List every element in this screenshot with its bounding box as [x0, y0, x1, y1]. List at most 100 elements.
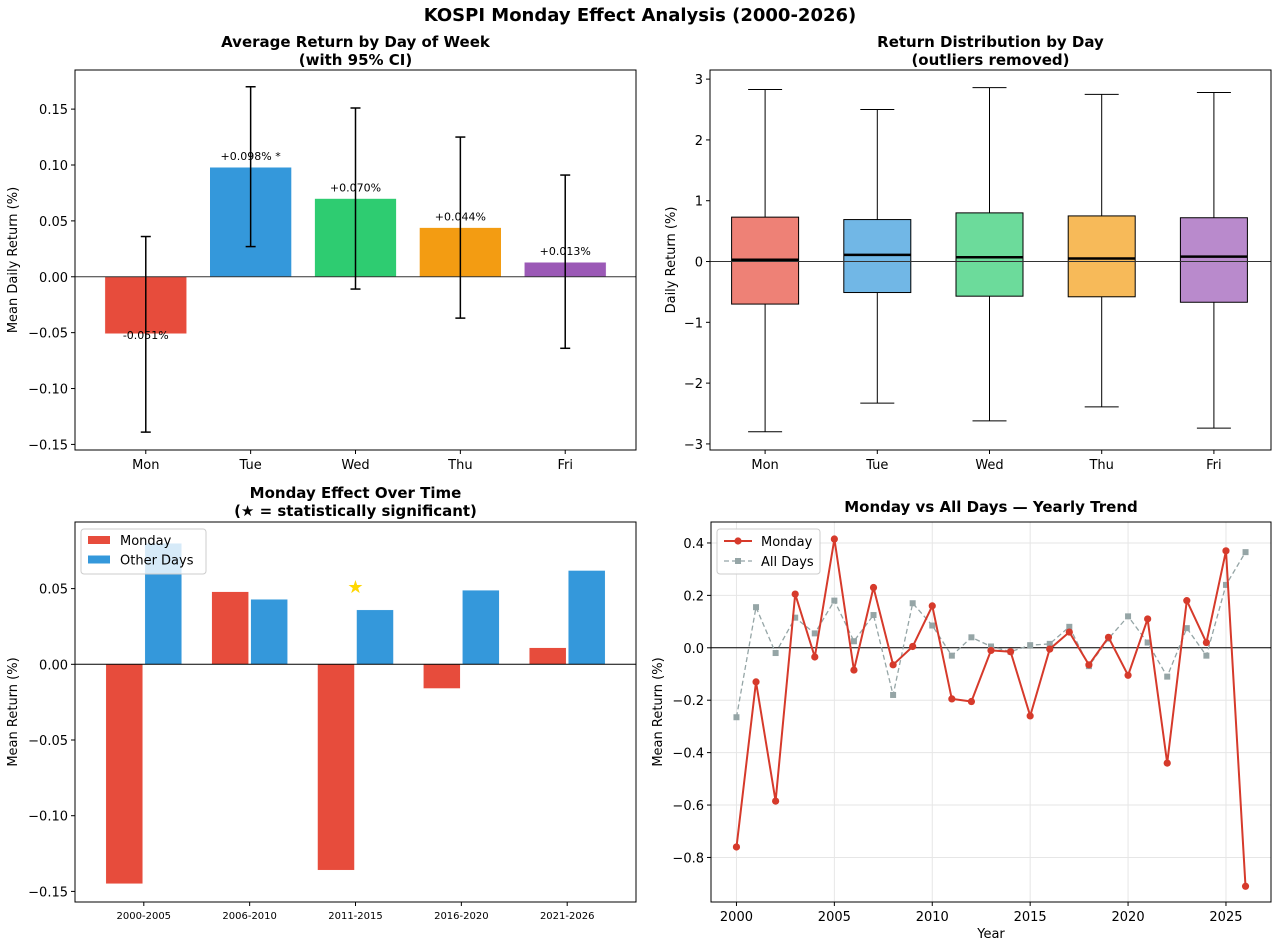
bar-other-days	[250, 598, 288, 665]
y-tick-label: 0	[695, 256, 703, 271]
x-tick-label: Mon	[751, 458, 778, 473]
point-all-days	[1183, 625, 1190, 632]
y-tick-label: −0.10	[28, 383, 68, 398]
x-tick-label: 2016-2020	[434, 911, 489, 922]
point-all-days	[850, 638, 857, 645]
chart-title: Return Distribution by Day	[877, 33, 1104, 51]
legend-label: Monday	[761, 535, 813, 550]
y-tick-label: −0.15	[28, 885, 68, 900]
chart-title: Average Return by Day of Week	[221, 33, 491, 51]
point-monday	[948, 695, 956, 703]
bar-monday	[317, 664, 355, 871]
legend-label: Other Days	[120, 554, 194, 569]
point-all-days	[988, 643, 994, 650]
x-tick-label: 2021-2026	[540, 911, 595, 922]
point-monday	[752, 678, 760, 686]
x-tick-label: Thu	[1088, 458, 1113, 473]
x-tick-label: 2020	[1112, 910, 1145, 925]
y-axis-label: Daily Return (%)	[664, 207, 679, 314]
point-monday	[1202, 638, 1210, 647]
y-tick-label: 0.15	[39, 103, 68, 118]
axes-frame	[710, 521, 1272, 903]
point-monday	[1183, 597, 1191, 605]
point-all-days	[1066, 623, 1073, 630]
point-all-days	[1144, 639, 1151, 646]
point-all-days	[948, 652, 955, 659]
y-tick-label: 0.0	[683, 642, 704, 657]
chart-avg-return-by-day: Average Return by Day of Week(with 95% C…	[6, 33, 637, 473]
bar-monday	[211, 591, 249, 665]
legend-marker	[734, 537, 742, 545]
point-monday	[869, 583, 878, 592]
legend-box	[80, 528, 207, 575]
y-tick-label: 2	[695, 134, 703, 149]
chart-return-distribution: Return Distribution by Day(outliers remo…	[664, 33, 1272, 473]
y-tick-label: 3	[695, 73, 703, 88]
bar-monday	[105, 664, 144, 885]
x-tick-label: 2000	[720, 910, 753, 925]
legend-swatch	[88, 536, 110, 544]
data-label: +0.070%	[330, 182, 381, 195]
point-monday	[909, 642, 917, 651]
point-all-days	[831, 597, 838, 604]
x-tick-label: Fri	[557, 458, 573, 473]
x-tick-label: 2006-2010	[222, 911, 277, 922]
point-all-days	[811, 630, 818, 637]
point-monday	[772, 797, 780, 805]
chart-title: Monday vs All Days — Yearly Trend	[844, 498, 1138, 516]
x-tick-label: 2011-2015	[328, 911, 383, 922]
point-all-days	[1125, 613, 1132, 620]
x-axis-label: Year	[976, 927, 1005, 942]
x-tick-label: Fri	[1206, 458, 1222, 473]
y-axis-label: Mean Daily Return (%)	[6, 187, 21, 333]
point-monday	[830, 535, 838, 543]
bar-monday	[423, 664, 461, 689]
y-tick-label: −0.6	[672, 799, 704, 814]
legend-marker	[735, 558, 741, 564]
y-tick-label: −0.4	[672, 747, 704, 762]
x-tick-label: 2025	[1209, 910, 1242, 925]
point-all-days	[1203, 652, 1210, 659]
point-all-days	[1164, 673, 1171, 680]
data-label: +0.013%	[540, 245, 591, 258]
point-monday	[1046, 645, 1054, 653]
data-label: -0.051%	[123, 329, 169, 342]
point-monday	[967, 697, 976, 706]
figure-title: KOSPI Monday Effect Analysis (2000-2026)	[423, 5, 857, 26]
point-all-days	[909, 600, 916, 607]
x-tick-label: 2000-2005	[117, 911, 172, 922]
x-tick-label: Tue	[865, 458, 888, 473]
point-monday	[987, 646, 995, 655]
y-tick-label: 0.2	[683, 589, 704, 604]
box-wed	[955, 212, 1024, 297]
point-monday	[811, 653, 819, 661]
y-tick-label: 0.4	[683, 537, 704, 552]
point-monday	[1241, 882, 1250, 890]
point-monday	[791, 590, 799, 598]
y-tick-label: 0.00	[39, 271, 68, 286]
point-all-days	[1242, 549, 1249, 556]
x-tick-label: Wed	[341, 458, 369, 473]
y-tick-label: −0.15	[28, 438, 68, 453]
bar-other-days	[356, 609, 394, 665]
point-monday	[928, 602, 936, 610]
point-monday	[1006, 648, 1015, 656]
legend-swatch	[88, 555, 110, 564]
y-tick-label: −0.05	[28, 327, 68, 342]
chart-subtitle: (with 95% CI)	[299, 51, 413, 69]
y-tick-label: 0.00	[39, 658, 68, 673]
x-tick-label: Tue	[239, 458, 262, 473]
y-tick-label: −1	[684, 316, 703, 331]
data-label: +0.044%	[435, 211, 486, 224]
y-axis-label: Mean Return (%)	[6, 657, 21, 766]
point-all-days	[1222, 581, 1229, 588]
axes-frame	[709, 69, 1272, 451]
chart-subtitle: (outliers removed)	[911, 51, 1069, 69]
y-tick-label: −3	[684, 438, 703, 453]
x-tick-label: Wed	[975, 458, 1003, 473]
legend-label: Monday	[120, 534, 172, 549]
x-tick-label: 2005	[818, 910, 851, 925]
legend: Monday All Days	[716, 528, 821, 575]
bar-other-days	[567, 570, 606, 665]
